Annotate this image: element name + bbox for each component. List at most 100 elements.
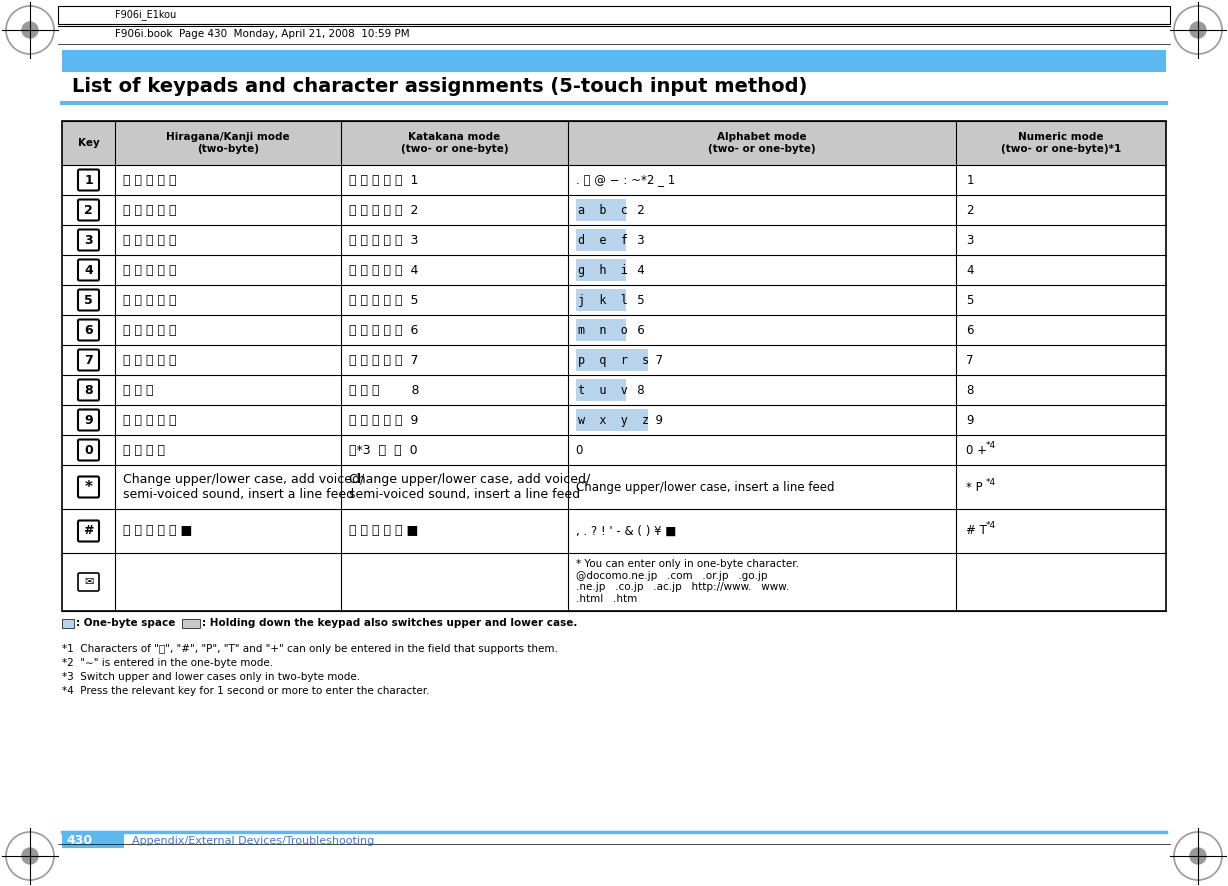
Text: 9: 9 <box>647 414 663 426</box>
Text: 0 +: 0 + <box>966 444 987 456</box>
Circle shape <box>1190 848 1206 864</box>
Text: 9: 9 <box>966 414 974 426</box>
Text: 6: 6 <box>966 323 974 337</box>
Text: 6: 6 <box>626 323 645 337</box>
Text: ハ ヒ フ ヘ ホ  6: ハ ヒ フ ヘ ホ 6 <box>349 323 419 337</box>
Text: Key: Key <box>77 138 99 148</box>
Bar <box>61 121 1167 165</box>
Circle shape <box>22 22 38 38</box>
Text: ✉: ✉ <box>84 577 93 587</box>
Text: F906i.book  Page 430  Monday, April 21, 2008  10:59 PM: F906i.book Page 430 Monday, April 21, 20… <box>115 29 410 39</box>
Text: # T: # T <box>966 525 987 538</box>
Text: ラ リ ル レ ロ  9: ラ リ ル レ ロ 9 <box>349 414 419 426</box>
Text: な に ぬ ね の: な に ぬ ね の <box>123 293 177 307</box>
Text: a  b  c: a b c <box>577 204 628 216</box>
Text: #: # <box>84 525 93 538</box>
Text: Hiragana/Kanji mode
(two-byte): Hiragana/Kanji mode (two-byte) <box>166 132 290 154</box>
Text: マ ミ ム メ モ  7: マ ミ ム メ モ 7 <box>349 354 419 367</box>
Text: カ キ ク ケ コ  2: カ キ ク ケ コ 2 <box>349 204 419 216</box>
Circle shape <box>22 848 38 864</box>
Text: 8: 8 <box>966 384 974 397</box>
FancyBboxPatch shape <box>79 439 99 461</box>
Bar <box>576 259 626 281</box>
Text: Change upper/lower case, insert a line feed: Change upper/lower case, insert a line f… <box>576 480 834 494</box>
FancyBboxPatch shape <box>79 320 99 340</box>
Bar <box>576 409 647 431</box>
Bar <box>576 199 626 221</box>
Text: m  n  o: m n o <box>577 323 628 337</box>
Text: Appendix/External Devices/Troubleshooting: Appendix/External Devices/Troubleshootin… <box>131 836 375 846</box>
Text: 5: 5 <box>85 293 93 307</box>
Text: 、 。 ？ ！ ・ ■: 、 。 ？ ！ ・ ■ <box>349 525 419 538</box>
Text: た ち つ て と: た ち つ て と <box>123 263 177 276</box>
Text: *4: *4 <box>986 522 996 531</box>
Text: 7: 7 <box>85 354 93 367</box>
Bar <box>61 619 74 628</box>
Text: 1: 1 <box>966 174 974 186</box>
Text: 、 。 ？ ！ ・ ■: 、 。 ？ ！ ・ ■ <box>123 525 193 538</box>
Text: 9: 9 <box>85 414 93 426</box>
Text: や ゆ よ: や ゆ よ <box>123 384 154 397</box>
Text: Numeric mode
(two- or one-byte)*1: Numeric mode (two- or one-byte)*1 <box>1001 132 1121 154</box>
Text: *4: *4 <box>986 478 996 486</box>
Text: 1: 1 <box>85 174 93 186</box>
Text: タ チ ツ テ ト  4: タ チ ツ テ ト 4 <box>349 263 419 276</box>
Text: 6: 6 <box>85 323 93 337</box>
Text: 3: 3 <box>85 234 93 246</box>
Bar <box>576 379 626 401</box>
Text: 3: 3 <box>966 234 974 246</box>
Text: *: * <box>85 479 92 494</box>
Text: t  u  v: t u v <box>577 384 628 397</box>
Text: 8: 8 <box>85 384 93 397</box>
Text: g  h  i: g h i <box>577 263 628 276</box>
FancyBboxPatch shape <box>79 199 99 221</box>
Bar <box>61 50 1167 72</box>
Text: 0: 0 <box>85 444 93 456</box>
Text: j  k  l: j k l <box>577 293 628 307</box>
Text: 8: 8 <box>626 384 645 397</box>
Text: . ／ @ − : ~*2 _ 1: . ／ @ − : ~*2 _ 1 <box>576 174 675 186</box>
Bar <box>576 319 626 341</box>
FancyBboxPatch shape <box>79 290 99 310</box>
Text: Change upper/lower case, add voiced/
semi-voiced sound, insert a line feed: Change upper/lower case, add voiced/ sem… <box>123 473 365 501</box>
Text: : One-byte space: : One-byte space <box>76 618 176 628</box>
Text: d  e  f: d e f <box>577 234 628 246</box>
Text: *1  Characters of "＊", "#", "P", "T" and "+" can only be entered in the field th: *1 Characters of "＊", "#", "P", "T" and … <box>61 644 558 654</box>
Text: *4  Press the relevant key for 1 second or more to enter the character.: *4 Press the relevant key for 1 second o… <box>61 686 430 696</box>
Text: 7: 7 <box>966 354 974 367</box>
Bar <box>61 121 1167 611</box>
Text: List of keypads and character assignments (5-touch input method): List of keypads and character assignment… <box>72 76 807 96</box>
Text: *3  Switch upper and lower cases only in two-byte mode.: *3 Switch upper and lower cases only in … <box>61 672 360 682</box>
Bar <box>61 834 124 848</box>
Text: 4: 4 <box>966 263 974 276</box>
FancyBboxPatch shape <box>79 169 99 190</box>
FancyBboxPatch shape <box>79 520 99 541</box>
Text: 5: 5 <box>626 293 645 307</box>
Text: * You can enter only in one-byte character.
@docomo.ne.jp   .com   .or.jp   .go.: * You can enter only in one-byte charact… <box>576 559 798 603</box>
Text: Change upper/lower case, add voiced/
semi-voiced sound, insert a line feed: Change upper/lower case, add voiced/ sem… <box>349 473 591 501</box>
Text: ら り る れ ろ: ら り る れ ろ <box>123 414 177 426</box>
Text: か き く け こ: か き く け こ <box>123 204 177 216</box>
Bar <box>182 619 200 628</box>
Text: , . ? ! ' - & ( ) ¥ ■: , . ? ! ' - & ( ) ¥ ■ <box>576 525 675 538</box>
FancyBboxPatch shape <box>79 477 99 498</box>
FancyBboxPatch shape <box>79 229 99 251</box>
Text: w  x  y  z: w x y z <box>577 414 648 426</box>
Text: サ シ ス セ ソ  3: サ シ ス セ ソ 3 <box>349 234 419 246</box>
Text: 3: 3 <box>626 234 645 246</box>
Text: ナ ニ ヌ ネ ノ  5: ナ ニ ヌ ネ ノ 5 <box>349 293 419 307</box>
Text: 0: 0 <box>576 444 583 456</box>
Text: Alphabet mode
(two- or one-byte): Alphabet mode (two- or one-byte) <box>709 132 815 154</box>
FancyBboxPatch shape <box>79 260 99 281</box>
Text: * P: * P <box>966 480 982 494</box>
FancyBboxPatch shape <box>79 573 99 591</box>
Text: ワ*3  ン  ー  0: ワ*3 ン ー 0 <box>349 444 418 456</box>
Text: あ い う え お: あ い う え お <box>123 174 177 186</box>
Text: 4: 4 <box>85 263 93 276</box>
Circle shape <box>1190 22 1206 38</box>
Text: 4: 4 <box>626 263 645 276</box>
Text: p  q  r  s: p q r s <box>577 354 648 367</box>
Text: 430: 430 <box>66 835 92 848</box>
Text: : Holding down the keypad also switches upper and lower case.: : Holding down the keypad also switches … <box>201 618 577 628</box>
Bar <box>58 6 1170 24</box>
